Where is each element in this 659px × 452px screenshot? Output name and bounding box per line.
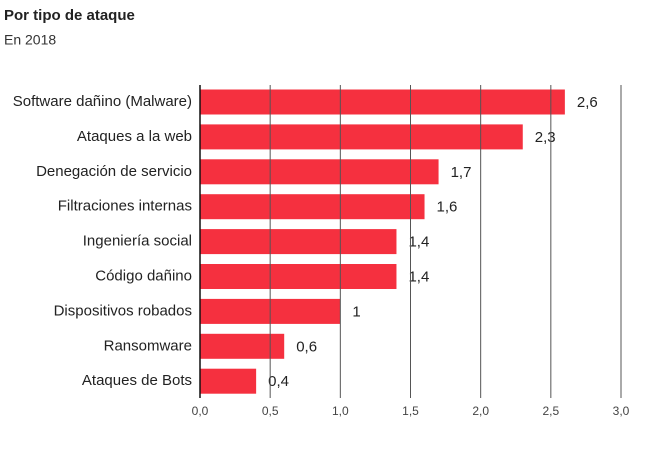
bar <box>200 194 425 220</box>
data-label: 1,4 <box>408 268 429 285</box>
x-tick-label: 3,0 <box>613 404 630 418</box>
data-label: 2,3 <box>535 129 556 146</box>
x-tick-label: 0,5 <box>262 404 279 418</box>
chart-subtitle: En 2018 <box>4 32 56 48</box>
bar <box>200 89 565 115</box>
data-label: 1,6 <box>437 199 458 216</box>
x-tick-label: 2,0 <box>472 404 489 418</box>
data-label: 1 <box>352 303 360 320</box>
data-label: 1,7 <box>451 164 472 181</box>
bar <box>200 229 397 255</box>
data-label: 0,6 <box>296 338 317 355</box>
y-tick-label: Ingeniería social <box>83 233 192 250</box>
x-tick-label: 0,0 <box>192 404 209 418</box>
bar <box>200 368 257 394</box>
bar <box>200 333 285 359</box>
data-label: 2,6 <box>577 94 598 111</box>
y-tick-label: Dispositivos robados <box>54 302 192 319</box>
x-tick-label: 2,5 <box>542 404 559 418</box>
x-tick-label: 1,5 <box>402 404 419 418</box>
bar <box>200 124 523 150</box>
y-tick-label: Software dañino (Malware) <box>13 93 192 110</box>
x-tick-label: 1,0 <box>332 404 349 418</box>
bar <box>200 264 397 289</box>
bar <box>200 159 439 185</box>
y-tick-label: Código dañino <box>95 267 192 284</box>
y-tick-label: Filtraciones internas <box>58 198 192 215</box>
y-tick-label: Ataques de Bots <box>82 372 192 389</box>
y-tick-label: Denegación de servicio <box>36 163 192 180</box>
data-label: 0,4 <box>268 373 289 390</box>
y-tick-label: Ataques a la web <box>77 128 192 145</box>
y-tick-label: Ransomware <box>104 337 192 354</box>
data-label: 1,4 <box>408 234 429 251</box>
chart-title: Por tipo de ataque <box>4 7 135 24</box>
